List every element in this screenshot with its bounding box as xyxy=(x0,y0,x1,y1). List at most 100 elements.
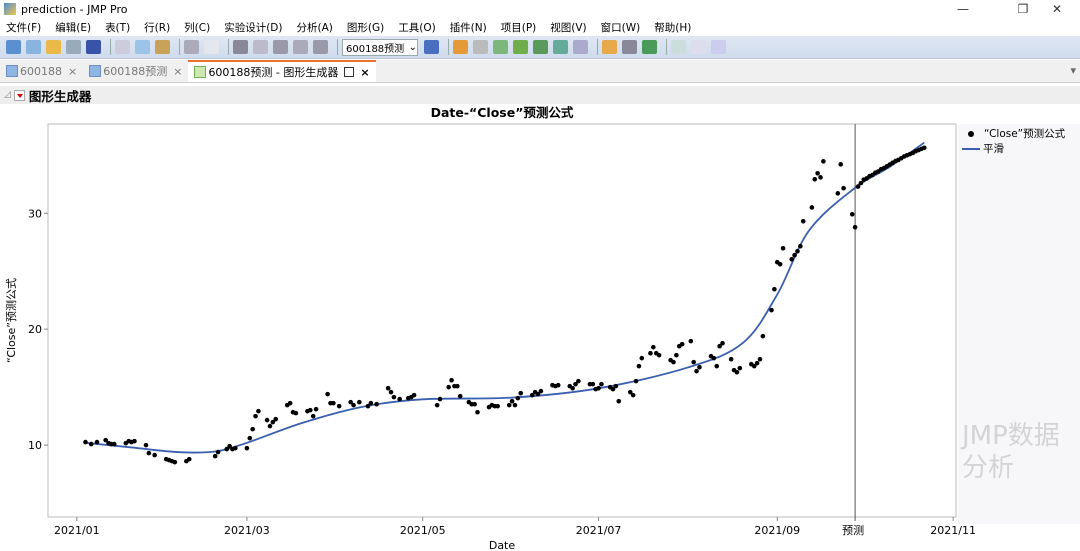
menu-item[interactable]: 行(R) xyxy=(144,21,171,34)
data-point xyxy=(717,343,722,349)
menu-item[interactable]: 窗口(W) xyxy=(600,21,641,34)
outline-title: 图形生成器 xyxy=(28,88,92,104)
menu-item[interactable]: 帮助(H) xyxy=(654,21,692,34)
paste-icon[interactable] xyxy=(155,40,170,54)
menu-item[interactable]: 实验设计(D) xyxy=(224,21,283,34)
window-icon[interactable] xyxy=(233,40,248,54)
open-icon[interactable] xyxy=(46,40,61,54)
data-point xyxy=(103,437,108,443)
page-icon[interactable] xyxy=(671,40,686,54)
data-point xyxy=(88,441,94,447)
layout-icon[interactable] xyxy=(273,40,288,54)
data-point xyxy=(838,162,843,167)
data-point xyxy=(446,384,451,390)
menu-item[interactable]: 表(T) xyxy=(105,21,131,34)
menu-item[interactable]: 分析(A) xyxy=(296,21,333,34)
close-button[interactable]: ✕ xyxy=(1051,2,1063,16)
chevron-down-icon: ⌄ xyxy=(408,41,417,53)
import-icon[interactable] xyxy=(66,40,81,54)
data-point xyxy=(737,365,743,371)
outline-header[interactable]: ◿ 图形生成器 xyxy=(0,86,1080,104)
divider xyxy=(448,39,449,55)
add-icon[interactable] xyxy=(642,40,657,54)
data-point xyxy=(374,401,379,407)
menu-item[interactable]: 编辑(E) xyxy=(55,21,92,34)
red-triangle-menu-icon[interactable] xyxy=(13,89,25,101)
data-point xyxy=(590,381,596,387)
tab-600188[interactable]: 600188 × xyxy=(0,60,83,82)
menu-item[interactable]: 图形(G) xyxy=(346,21,385,34)
menu-item[interactable]: 列(C) xyxy=(184,21,211,34)
new-script-icon[interactable] xyxy=(26,40,41,54)
data-point xyxy=(555,382,561,388)
line-marker-icon xyxy=(962,147,980,150)
distribution-icon[interactable] xyxy=(453,40,468,54)
maximize-button[interactable]: ❐ xyxy=(1017,2,1029,16)
new-table-icon[interactable] xyxy=(6,40,21,54)
lock-icon[interactable] xyxy=(204,40,219,54)
data-point xyxy=(267,423,273,429)
tab-overflow-icon[interactable]: ▾ xyxy=(1070,64,1076,77)
data-point xyxy=(815,170,820,176)
dot-marker-icon xyxy=(968,130,974,137)
tools-icon[interactable] xyxy=(711,40,726,54)
data-point xyxy=(247,435,253,441)
favorite-icon[interactable] xyxy=(253,40,268,54)
data-point xyxy=(691,359,696,365)
y-tick-label: 10 xyxy=(28,439,42,452)
data-point xyxy=(506,402,512,408)
data-point xyxy=(800,218,806,224)
data-table-icon[interactable] xyxy=(424,40,439,54)
data-point xyxy=(224,446,230,452)
fit-y-by-x-icon[interactable] xyxy=(473,40,488,54)
data-point xyxy=(674,352,679,358)
data-point xyxy=(711,355,717,361)
disclosure-icon[interactable]: ◿ xyxy=(4,90,11,100)
close-icon[interactable]: × xyxy=(360,65,370,79)
menu-item[interactable]: 视图(V) xyxy=(550,21,587,34)
menu-bar: 文件(F) 编辑(E) 表(T) 行(R) 列(C) 实验设计(D) 分析(A) 图形(G) 工… xyxy=(0,18,1080,36)
save-icon[interactable] xyxy=(86,40,101,54)
fit-model-icon[interactable] xyxy=(493,40,508,54)
x-tick-label: 2021/03 xyxy=(224,524,270,537)
data-point xyxy=(809,205,815,210)
edit-icon[interactable] xyxy=(573,40,588,54)
data-point xyxy=(351,402,356,408)
data-point xyxy=(679,341,685,347)
arrow-icon[interactable] xyxy=(553,40,568,54)
graph-builder-icon[interactable] xyxy=(533,40,548,54)
log-icon[interactable] xyxy=(313,40,328,54)
data-point xyxy=(437,396,443,402)
data-point xyxy=(293,410,299,416)
close-icon[interactable]: × xyxy=(173,64,183,78)
dashboard-icon[interactable] xyxy=(602,40,617,54)
menu-item[interactable]: 插件(N) xyxy=(449,21,487,34)
bar-chart-icon[interactable] xyxy=(513,40,528,54)
divider xyxy=(666,39,667,55)
data-point xyxy=(336,403,342,409)
divider xyxy=(179,39,180,55)
data-point xyxy=(757,356,763,362)
data-point xyxy=(253,413,258,419)
data-point xyxy=(821,159,826,164)
script-icon[interactable] xyxy=(184,40,199,54)
reference-line-label: 预测 xyxy=(842,524,864,537)
data-point xyxy=(688,338,694,344)
menu-item[interactable]: 文件(F) xyxy=(6,21,42,34)
tab-600188-prediction[interactable]: 600188预测 × xyxy=(83,60,188,82)
minimize-button[interactable]: — xyxy=(957,2,969,16)
tab-graph-builder[interactable]: 600188预测 - 图形生成器 × xyxy=(188,60,376,82)
menu-item[interactable]: 项目(P) xyxy=(500,21,537,34)
data-point xyxy=(754,360,760,366)
document-icon[interactable] xyxy=(691,40,706,54)
menu-item[interactable]: 工具(O) xyxy=(398,21,436,34)
maximize-tab-icon[interactable] xyxy=(344,67,355,77)
table-select[interactable]: 600188预测 ⌄ xyxy=(342,38,418,56)
binoculars-icon[interactable] xyxy=(622,40,637,54)
copy-icon[interactable] xyxy=(135,40,150,54)
close-icon[interactable]: × xyxy=(68,64,78,78)
data-point xyxy=(636,363,642,369)
data-point xyxy=(273,416,279,422)
cut-icon[interactable] xyxy=(115,40,130,54)
history-icon[interactable] xyxy=(293,40,308,54)
